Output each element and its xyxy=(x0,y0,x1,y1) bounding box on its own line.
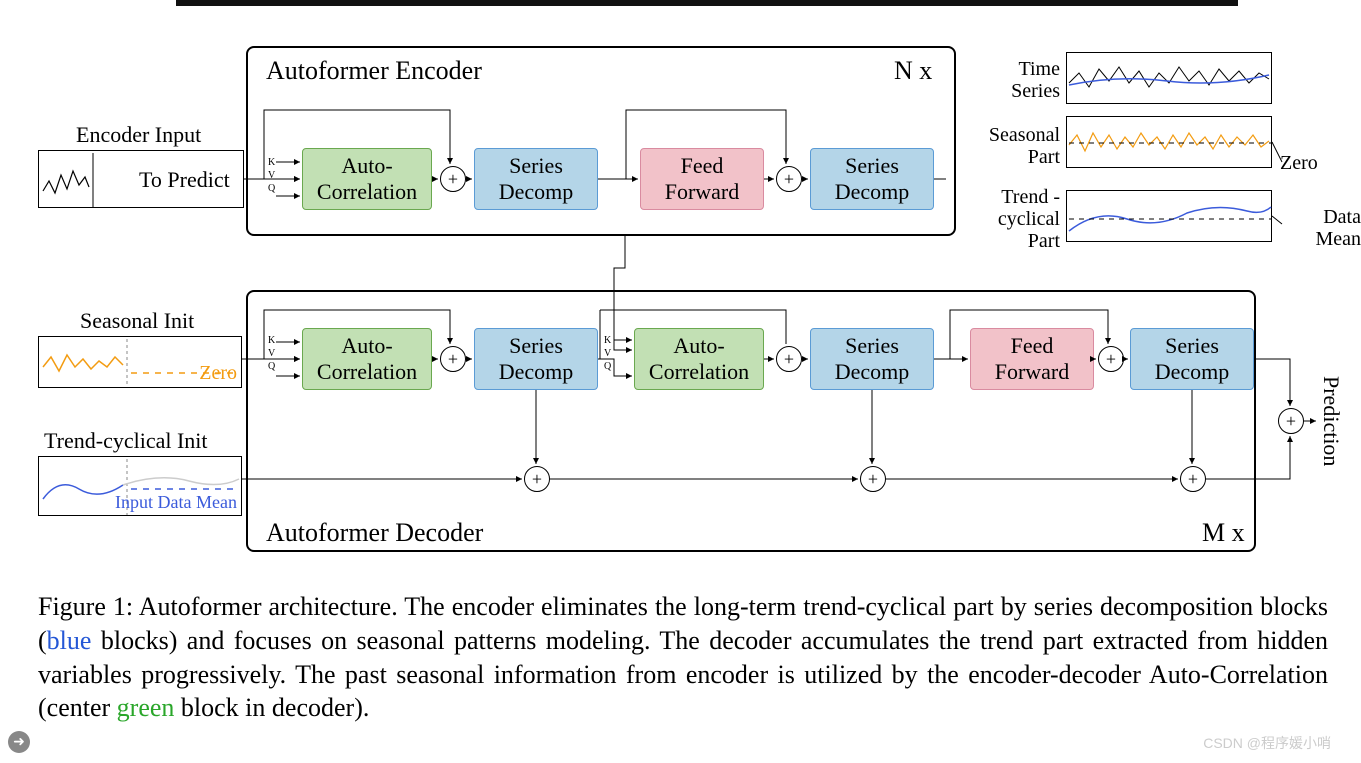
seasonal-init-label: Seasonal Init xyxy=(80,308,194,334)
kvq-decoder-2: KVQ xyxy=(604,334,611,373)
input-data-mean-label: Input Data Mean xyxy=(115,492,237,513)
decomp-block: SeriesDecomp xyxy=(810,328,934,390)
plus-node: + xyxy=(524,466,550,492)
plus-node: + xyxy=(1180,466,1206,492)
feedforward-block: FeedForward xyxy=(640,148,764,210)
plus-node: + xyxy=(440,346,466,372)
seasonal-plot xyxy=(1066,116,1272,168)
decoder-repeat: M x xyxy=(1198,518,1249,548)
trend-init-box: Input Data Mean xyxy=(38,456,242,516)
encoder-title: Autoformer Encoder xyxy=(262,56,486,86)
decoder-title: Autoformer Decoder xyxy=(262,518,487,548)
seasonal-init-box: Zero xyxy=(38,336,242,388)
autocorr-block: Auto-Correlation xyxy=(302,328,432,390)
top-bar xyxy=(176,0,1238,6)
zero-right-label: Zero xyxy=(1280,152,1318,175)
plus-output: + xyxy=(1278,408,1304,434)
encoder-repeat: N x xyxy=(890,56,936,86)
nav-forward-icon[interactable]: ➜ xyxy=(8,731,30,753)
time-series-plot xyxy=(1066,52,1272,104)
autocorr-block: Auto-Correlation xyxy=(302,148,432,210)
figure-caption: Figure 1: Autoformer architecture. The e… xyxy=(38,590,1328,725)
to-predict-label: To Predict xyxy=(139,167,230,193)
caption-blue: blue xyxy=(47,626,92,655)
watermark: CSDN @程序媛小哨 xyxy=(1203,733,1331,753)
encoder-input-label: Encoder Input xyxy=(76,122,201,148)
autocorr-block: Auto-Correlation xyxy=(634,328,764,390)
caption-text-3: block in decoder). xyxy=(174,693,369,722)
data-mean-label: Data Mean xyxy=(1280,206,1361,250)
encoder-input-box: To Predict xyxy=(38,150,244,208)
kvq-decoder-1: KVQ xyxy=(268,334,275,373)
architecture-diagram: Autoformer Encoder N x Autoformer Decode… xyxy=(0,0,1361,570)
kvq-encoder: KVQ xyxy=(268,156,275,195)
time-series-label: Time Series xyxy=(996,58,1060,102)
plus-node: + xyxy=(1098,346,1124,372)
feedforward-block: FeedForward xyxy=(970,328,1094,390)
plus-node: + xyxy=(860,466,886,492)
plus-node: + xyxy=(776,166,802,192)
prediction-label: Prediction xyxy=(1318,376,1344,466)
caption-green: green xyxy=(117,693,175,722)
decomp-block: SeriesDecomp xyxy=(474,328,598,390)
plus-node: + xyxy=(776,346,802,372)
zero-label: Zero xyxy=(199,362,237,385)
decomp-block: SeriesDecomp xyxy=(1130,328,1254,390)
plus-node: + xyxy=(440,166,466,192)
decomp-block: SeriesDecomp xyxy=(810,148,934,210)
seasonal-part-label: Seasonal Part xyxy=(976,124,1060,168)
trend-init-label: Trend-cyclical Init xyxy=(44,428,208,454)
trend-part-label: Trend -cyclical Part xyxy=(988,186,1060,252)
decomp-block: SeriesDecomp xyxy=(474,148,598,210)
trend-plot xyxy=(1066,190,1272,242)
